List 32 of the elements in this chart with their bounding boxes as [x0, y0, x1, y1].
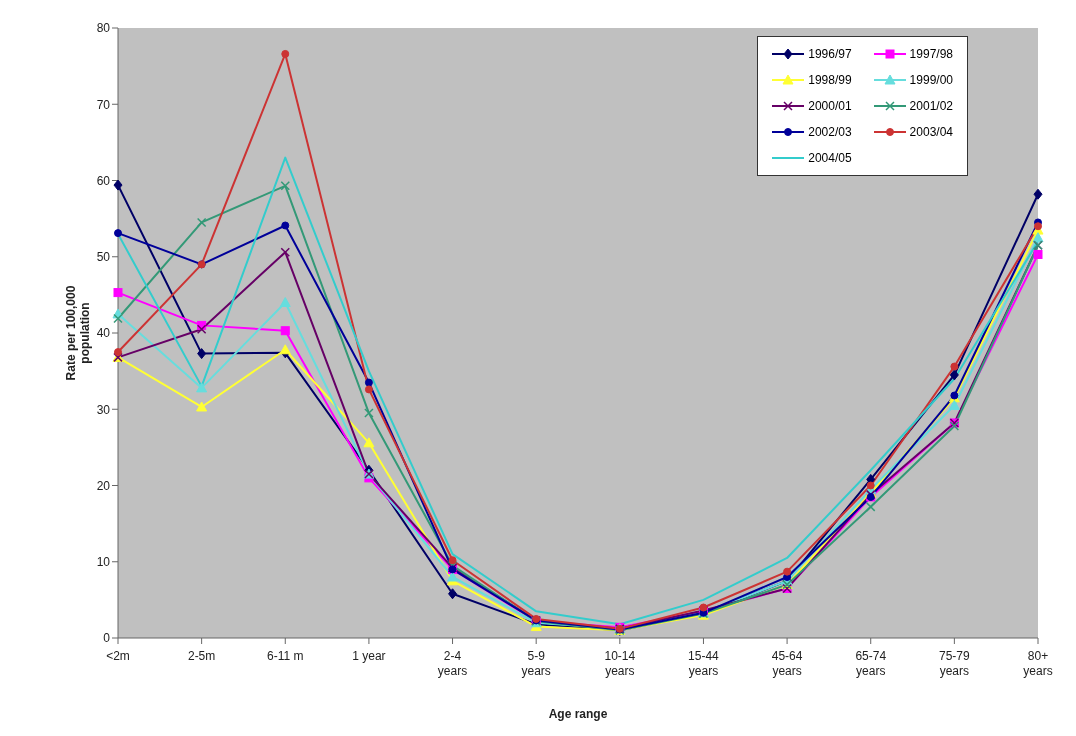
x-tick-label: 10-14 years	[604, 649, 636, 678]
legend-label: 2004/05	[808, 151, 852, 165]
legend-label: 1996/97	[808, 47, 852, 61]
legend-label: 2001/02	[909, 99, 953, 113]
legend-label: 1997/98	[909, 47, 953, 61]
y-tick-label: 80	[96, 21, 111, 36]
legend-label: 2000/01	[808, 99, 852, 113]
x-tick-label: 45-64 years	[771, 649, 803, 678]
x-axis-title: Age range	[548, 707, 608, 721]
y-tick-label: 50	[96, 250, 111, 265]
y-tick-label: 30	[96, 402, 111, 417]
y-tick-label: 40	[96, 326, 111, 341]
x-tick-label: <2m	[106, 649, 130, 663]
x-tick-label: 2-4 years	[437, 649, 468, 678]
legend-label: 1999/00	[909, 73, 953, 87]
x-tick-label: 6-11 m	[267, 649, 304, 663]
y-tick-label: 10	[96, 555, 111, 570]
x-tick-label: 2-5m	[187, 649, 216, 663]
legend-label: 2002/03	[808, 125, 852, 139]
x-tick-label: 75-79 years	[939, 649, 971, 678]
legend-label: 2003/04	[909, 125, 953, 139]
y-tick-label: 0	[103, 631, 111, 646]
y-tick-label: 60	[96, 173, 111, 188]
y-tick-label: 20	[96, 478, 111, 493]
x-tick-label: 65-74 years	[855, 649, 887, 678]
x-tick-label: 15-44 years	[688, 649, 720, 678]
x-tick-label: 80+ years	[1023, 649, 1053, 678]
y-tick-label: 70	[96, 97, 111, 112]
x-tick-label: 5-9 years	[521, 649, 551, 678]
legend-label: 1998/99	[808, 73, 852, 87]
y-axis-title: Rate per 100,000 population	[64, 285, 92, 381]
x-tick-label: 1 year	[352, 649, 386, 663]
